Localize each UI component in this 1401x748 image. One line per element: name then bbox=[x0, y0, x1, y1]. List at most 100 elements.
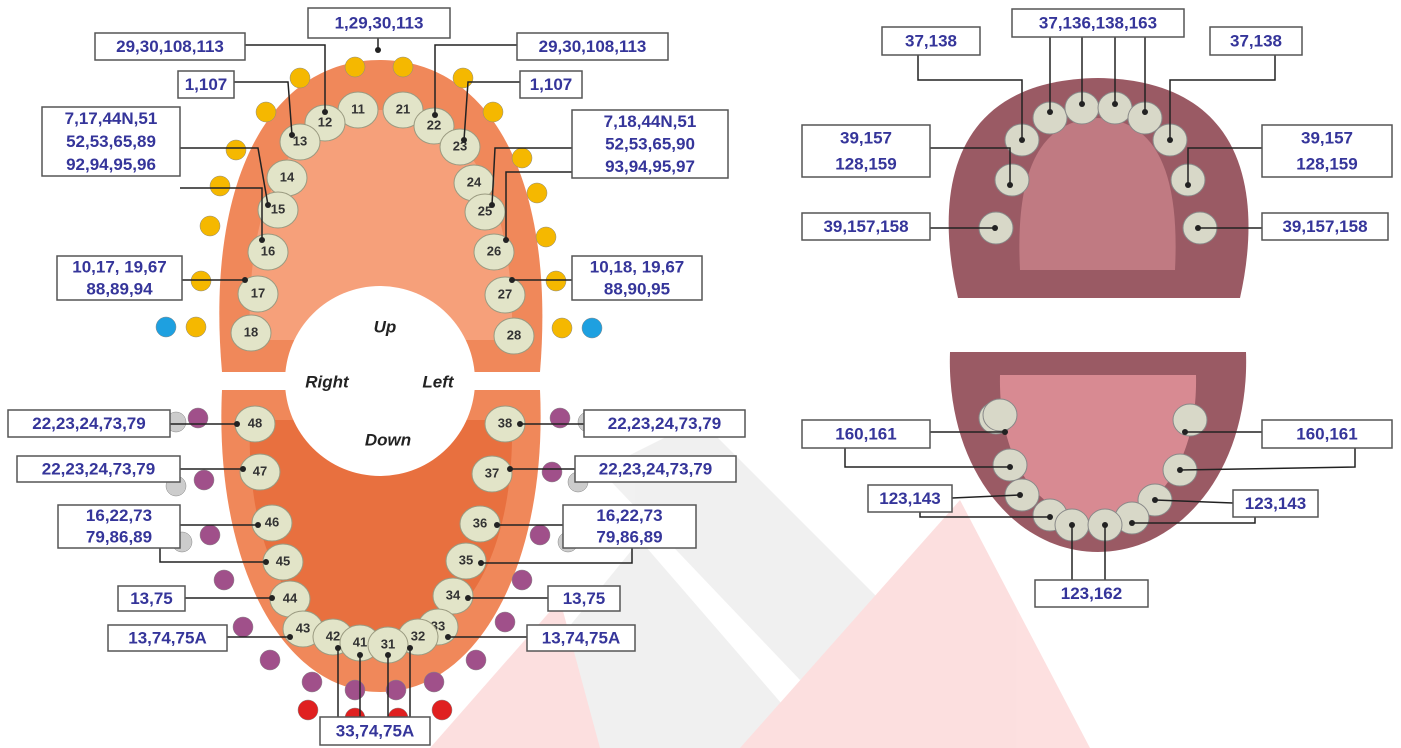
indicator-dot bbox=[210, 176, 230, 196]
tooth-number: 15 bbox=[271, 201, 285, 216]
tooth-number: 48 bbox=[248, 415, 262, 430]
direction-down: Down bbox=[365, 430, 411, 449]
callout-text: 22,23,24,73,79 bbox=[32, 414, 145, 433]
leader-dot bbox=[507, 466, 513, 472]
tooth-number: 16 bbox=[261, 243, 275, 258]
leader-dot bbox=[1142, 109, 1148, 115]
tooth-number: 36 bbox=[473, 515, 487, 530]
tooth-number: 17 bbox=[251, 285, 265, 300]
indicator-dot bbox=[226, 140, 246, 160]
callout-text: 160,161 bbox=[835, 424, 896, 443]
tooth-number: 24 bbox=[467, 174, 482, 189]
leader-dot bbox=[489, 202, 495, 208]
leader-dot bbox=[385, 652, 391, 658]
callout-text: 29,30,108,113 bbox=[539, 37, 647, 56]
tooth-number: 31 bbox=[381, 636, 395, 651]
leader-dot bbox=[992, 225, 998, 231]
indicator-dot bbox=[530, 525, 550, 545]
leader-dot bbox=[1047, 514, 1053, 520]
indicator-dot bbox=[552, 318, 572, 338]
tooth-number: 38 bbox=[498, 415, 512, 430]
indicator-dot bbox=[432, 700, 452, 720]
indicator-dot bbox=[345, 680, 365, 700]
callout-text: 52,53,65,89 bbox=[66, 132, 156, 151]
callout-text: 123,143 bbox=[879, 489, 940, 508]
leader-dot bbox=[517, 421, 523, 427]
callout-text: 1,107 bbox=[530, 75, 573, 94]
leader-dot bbox=[461, 137, 467, 143]
tooth-number: 22 bbox=[427, 117, 441, 132]
tooth-number: 13 bbox=[293, 133, 307, 148]
tooth-number: 34 bbox=[446, 587, 461, 602]
leader-dot bbox=[1129, 520, 1135, 526]
leader-dot bbox=[478, 560, 484, 566]
callout-text: 128,159 bbox=[835, 154, 896, 173]
tooth-number: 12 bbox=[318, 114, 332, 129]
leader-dot bbox=[255, 522, 261, 528]
leader-dot bbox=[1182, 429, 1188, 435]
callout-text: 92,94,95,96 bbox=[66, 155, 156, 174]
indicator-dot bbox=[200, 216, 220, 236]
leader-dot bbox=[263, 559, 269, 565]
leader-dot bbox=[289, 132, 295, 138]
callout-text: 37,138 bbox=[905, 31, 957, 50]
callout-text: 16,22,73 bbox=[86, 506, 152, 525]
callout-text: 160,161 bbox=[1296, 424, 1357, 443]
callout-text: 29,30,108,113 bbox=[116, 37, 224, 56]
indicator-dot bbox=[298, 700, 318, 720]
callout-text: 16,22,73 bbox=[596, 506, 662, 525]
callout-text: 39,157,158 bbox=[1282, 217, 1367, 236]
direction-right: Right bbox=[305, 372, 350, 391]
indicator-dot bbox=[302, 672, 322, 692]
callout-text: 128,159 bbox=[1296, 154, 1357, 173]
leader-dot bbox=[335, 645, 341, 651]
tooth-number: 46 bbox=[265, 514, 279, 529]
leader-dot bbox=[1019, 137, 1025, 143]
leader-dot bbox=[269, 595, 275, 601]
leader-dot bbox=[357, 652, 363, 658]
leader-dot bbox=[1177, 467, 1183, 473]
callout-text: 79,86,89 bbox=[86, 528, 152, 547]
tooth-number: 47 bbox=[253, 463, 267, 478]
callout-text: 1,29,30,113 bbox=[335, 13, 424, 32]
leader-dot bbox=[1007, 182, 1013, 188]
tooth-number: 42 bbox=[326, 628, 340, 643]
leader-dot bbox=[259, 237, 265, 243]
callout-text: 88,89,94 bbox=[86, 279, 153, 298]
leader-dot bbox=[240, 466, 246, 472]
indicator-dot bbox=[512, 570, 532, 590]
callout-text: 37,136,138,163 bbox=[1039, 13, 1157, 32]
callout-text: 33,74,75A bbox=[336, 721, 414, 740]
tooth-number: 41 bbox=[353, 634, 367, 649]
photo-tooth bbox=[995, 164, 1029, 196]
leader-dot bbox=[445, 634, 451, 640]
leader-dot bbox=[1069, 522, 1075, 528]
leader-dot bbox=[1102, 522, 1108, 528]
tooth-number: 35 bbox=[459, 552, 473, 567]
indicator-dot bbox=[483, 102, 503, 122]
callout-text: 7,18,44N,51 bbox=[604, 112, 697, 131]
indicator-dot bbox=[256, 102, 276, 122]
indicator-dot bbox=[345, 57, 365, 77]
leader-dot bbox=[1195, 225, 1201, 231]
indicator-dot bbox=[156, 317, 176, 337]
callout-text: 13,75 bbox=[563, 589, 606, 608]
callout-text: 88,90,95 bbox=[604, 279, 670, 298]
tooth-number: 18 bbox=[244, 324, 258, 339]
leader-dot bbox=[1079, 101, 1085, 107]
tooth-number: 45 bbox=[276, 553, 290, 568]
callout-text: 52,53,65,90 bbox=[605, 134, 695, 153]
leader-dot bbox=[265, 202, 271, 208]
callout-text: 13,74,75A bbox=[542, 628, 620, 647]
indicator-dot bbox=[424, 672, 444, 692]
callout-text: 93,94,95,97 bbox=[605, 157, 695, 176]
leader-dot bbox=[1047, 109, 1053, 115]
indicator-dot bbox=[466, 650, 486, 670]
leader-dot bbox=[242, 277, 248, 283]
leader-dot bbox=[234, 421, 240, 427]
leader-dot bbox=[465, 595, 471, 601]
indicator-dot bbox=[550, 408, 570, 428]
tooth-number: 27 bbox=[498, 286, 512, 301]
callout-text: 7,17,44N,51 bbox=[65, 109, 158, 128]
tooth-number: 14 bbox=[280, 169, 295, 184]
